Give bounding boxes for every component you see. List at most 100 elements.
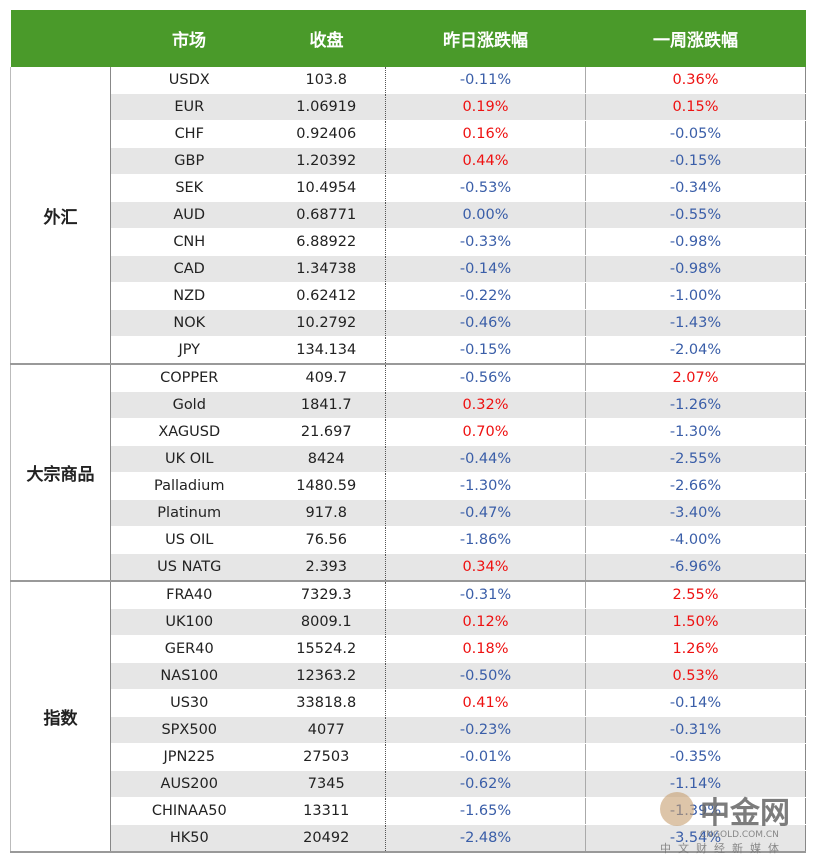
symbol: US OIL [110, 526, 268, 554]
day-change: -0.44% [385, 445, 586, 473]
table-row: Platinum 917.8 -0.47% -3.40% [11, 499, 806, 527]
week-change: -0.15% [585, 147, 806, 175]
close: 1841.7 [267, 391, 386, 419]
week-change: -0.98% [585, 228, 806, 256]
symbol: US30 [110, 689, 268, 717]
close: 2.393 [267, 553, 386, 582]
week-change: -1.00% [585, 282, 806, 310]
symbol: CHF [110, 120, 268, 148]
week-change: -3.40% [585, 499, 806, 527]
close: 8009.1 [267, 608, 386, 636]
day-change: -0.11% [385, 67, 586, 94]
week-change: -4.00% [585, 526, 806, 554]
symbol: NAS100 [110, 662, 268, 690]
table-row: SPX500 4077 -0.23% -0.31% [11, 716, 806, 744]
close: 20492 [267, 824, 386, 853]
close: 12363.2 [267, 662, 386, 690]
close: 10.4954 [267, 174, 386, 202]
close: 4077 [267, 716, 386, 744]
table-row: US30 33818.8 0.41% -0.14% [11, 689, 806, 717]
close: 1.34738 [267, 255, 386, 283]
symbol: NZD [110, 282, 268, 310]
header-cell: 收盘 [267, 10, 386, 67]
week-change: -3.54% [585, 824, 806, 853]
symbol: JPN225 [110, 743, 268, 771]
close: 0.92406 [267, 120, 386, 148]
close: 917.8 [267, 499, 386, 527]
day-change: 0.41% [385, 689, 586, 717]
day-change: 0.70% [385, 418, 586, 446]
watermark-icon [660, 792, 694, 826]
close: 8424 [267, 445, 386, 473]
header-cell: 市场 [110, 10, 268, 67]
week-change: -6.96% [585, 553, 806, 582]
week-change: 0.36% [585, 67, 806, 94]
table-row: US NATG 2.393 0.34% -6.96% [11, 553, 806, 582]
table-row: JPY 134.134 -0.15% -2.04% [11, 336, 806, 365]
symbol: EUR [110, 93, 268, 121]
table-row: CNH 6.88922 -0.33% -0.98% [11, 228, 806, 256]
week-change: 0.53% [585, 662, 806, 690]
symbol: UK OIL [110, 445, 268, 473]
week-change: -2.04% [585, 336, 806, 365]
day-change: 0.34% [385, 553, 586, 582]
symbol: COPPER [110, 364, 268, 392]
day-change: -0.14% [385, 255, 586, 283]
group-label: 大宗商品 [10, 364, 111, 582]
table-row: AUD 0.68771 0.00% -0.55% [11, 201, 806, 229]
day-change: 0.16% [385, 120, 586, 148]
day-change: -0.62% [385, 770, 586, 798]
day-change: -0.23% [385, 716, 586, 744]
close: 409.7 [267, 364, 386, 392]
week-change: 1.50% [585, 608, 806, 636]
close: 27503 [267, 743, 386, 771]
day-change: -0.22% [385, 282, 586, 310]
table-row: 外汇 USDX 103.8 -0.11% 0.36% [10, 67, 806, 365]
group-label: 外汇 [10, 67, 111, 365]
symbol: HK50 [110, 824, 268, 853]
symbol: Platinum [110, 499, 268, 527]
watermark: 中金网 CNGOLD.COM.CN 中文财经新媒体 [660, 788, 790, 856]
header-cell: 一周涨跌幅 [585, 10, 806, 67]
week-change: -0.31% [585, 716, 806, 744]
day-change: -0.15% [385, 336, 586, 365]
day-change: -0.46% [385, 309, 586, 337]
table-row: CAD 1.34738 -0.14% -0.98% [11, 255, 806, 283]
day-change: -0.50% [385, 662, 586, 690]
close: 1480.59 [267, 472, 386, 500]
close: 10.2792 [267, 309, 386, 337]
watermark-site: CNGOLD.COM.CN [700, 830, 779, 840]
week-change: -2.55% [585, 445, 806, 473]
week-change: -0.55% [585, 201, 806, 229]
day-change: 0.00% [385, 201, 586, 229]
day-change: -0.01% [385, 743, 586, 771]
week-change: -1.26% [585, 391, 806, 419]
close: 76.56 [267, 526, 386, 554]
week-change: -0.05% [585, 120, 806, 148]
week-change: -0.98% [585, 255, 806, 283]
symbol: GBP [110, 147, 268, 175]
close: 15524.2 [267, 635, 386, 663]
day-change: -0.33% [385, 228, 586, 256]
close: 21.697 [267, 418, 386, 446]
week-change: -2.66% [585, 472, 806, 500]
symbol: AUS200 [110, 770, 268, 798]
day-change: 0.12% [385, 608, 586, 636]
close: 7345 [267, 770, 386, 798]
day-change: -0.31% [385, 581, 586, 609]
table-row: JPN225 27503 -0.01% -0.35% [11, 743, 806, 771]
header-row: 市场 收盘 昨日涨跌幅 一周涨跌幅 [10, 10, 806, 67]
symbol: SPX500 [110, 716, 268, 744]
table-row: AUS200 7345 -0.62% -1.14% [11, 770, 806, 798]
table-row: EUR 1.06919 0.19% 0.15% [11, 93, 806, 121]
day-change: -0.53% [385, 174, 586, 202]
symbol: USDX [110, 67, 268, 94]
table-row: Gold 1841.7 0.32% -1.26% [11, 391, 806, 419]
header-corner [10, 10, 111, 67]
watermark-logo: 中金网 [700, 796, 790, 831]
symbol: NOK [110, 309, 268, 337]
symbol: US NATG [110, 553, 268, 582]
day-change: -1.65% [385, 797, 586, 825]
symbol: AUD [110, 201, 268, 229]
symbol: Palladium [110, 472, 268, 500]
